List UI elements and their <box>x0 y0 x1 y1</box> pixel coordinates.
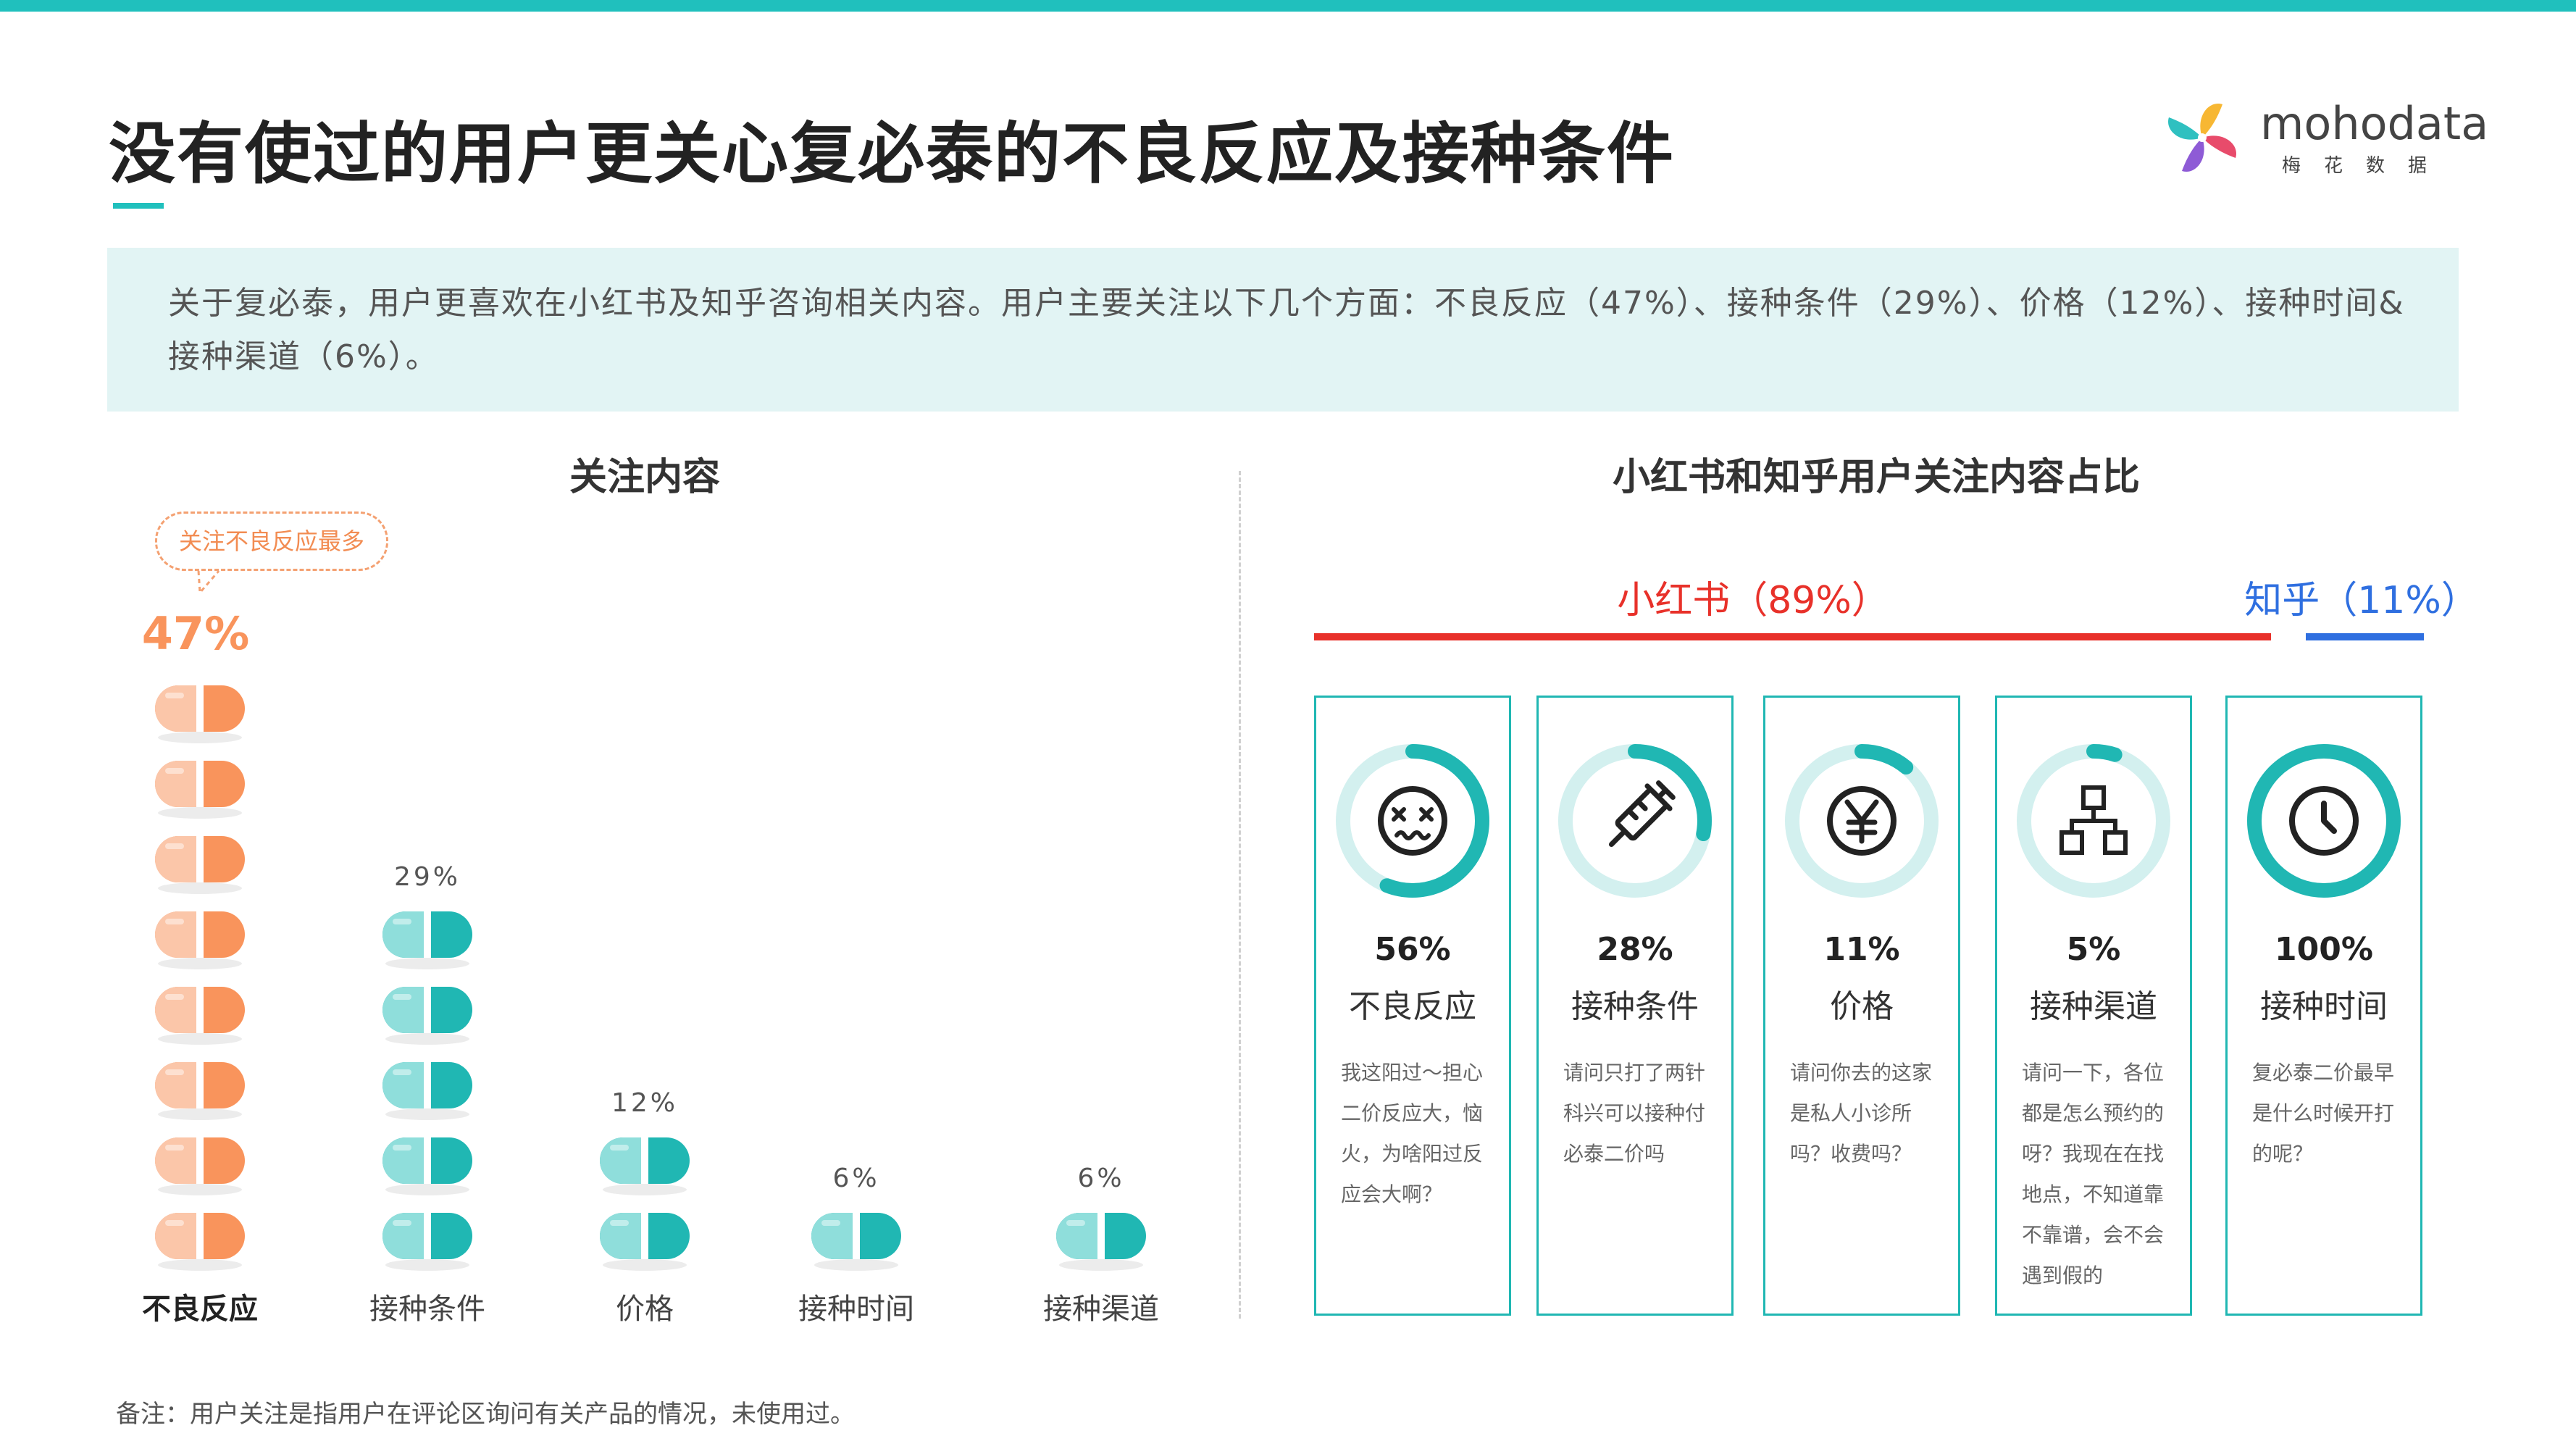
pill-0-5 <box>155 836 245 894</box>
pill-0-6 <box>155 761 245 819</box>
donut-arc-4 <box>2247 744 2401 898</box>
donut-ring-2 <box>1785 744 1939 898</box>
brand-label-xiaohongshu: 小红书（89%） <box>1617 579 1889 622</box>
pill-4-0 <box>1056 1213 1146 1271</box>
right-chart-title: 小红书和知乎用户关注内容占比 <box>1612 456 2141 499</box>
logo-subtitle: 梅花数据 <box>2282 155 2451 177</box>
network-tree-icon <box>2059 785 2128 855</box>
pill-0-0 <box>155 1213 245 1271</box>
card-quote-4: 复必泰二价最早是什么时候开打的呢？ <box>2252 1061 2395 1166</box>
pill-0-2 <box>155 1062 245 1120</box>
logo-wordmark: mohodata <box>2260 97 2489 150</box>
card-percent-0: 56% <box>1374 931 1451 968</box>
category-label-1: 接种条件 <box>369 1293 485 1326</box>
card-quote-1: 请问只打了两针科兴可以接种付必泰二价吗 <box>1563 1061 1706 1166</box>
donut-arc-0 <box>1336 744 1489 898</box>
pill-2-1 <box>600 1137 690 1195</box>
brand-bar-zhihu <box>2305 633 2424 640</box>
concern-card-4: 100% 接种时间复必泰二价最早是什么时候开打的呢？ <box>2225 696 2422 1316</box>
value-label-0: 47% <box>142 607 249 660</box>
pill-1-2 <box>382 1062 472 1120</box>
brand-label-zhihu: 知乎（11%） <box>2244 579 2479 622</box>
donut-arc-2 <box>1785 744 1939 898</box>
card-quote-0: 我这阳过～担心二价反应大，恼火，为啥阳过反应会大啊？ <box>1341 1061 1484 1206</box>
pill-1-3 <box>382 987 472 1045</box>
summary-text: 关于复必泰，用户更喜欢在小红书及知乎咨询相关内容。用户主要关注以下几个方面：不良… <box>168 285 2405 375</box>
card-label-3: 接种渠道 <box>2030 988 2157 1025</box>
concern-card-3: 5% 接种渠道请问一下，各位都是怎么预约的呀？我现在在找地点，不知道靠不靠谱，会不… <box>1995 696 2192 1316</box>
category-label-2: 价格 <box>616 1293 674 1326</box>
title-underline <box>113 203 164 209</box>
pill-3-0 <box>811 1213 901 1271</box>
syringe-icon <box>1608 780 1676 848</box>
card-label-0: 不良反应 <box>1349 988 1476 1025</box>
left-chart-title: 关注内容 <box>569 456 721 499</box>
chart-divider <box>1239 471 1241 1319</box>
top-accent-bar <box>0 0 2576 12</box>
donut-ring-3 <box>2017 744 2170 898</box>
pill-1-1 <box>382 1137 472 1195</box>
attention-pill-chart: 47% 不良反应 29% 接种条件 12% 价格 6% 接种时间 6% 接种渠道 <box>142 607 1159 1326</box>
pill-1-0 <box>382 1213 472 1271</box>
card-label-1: 接种条件 <box>1571 988 1699 1025</box>
pill-0-4 <box>155 911 245 969</box>
brand-bar-xiaohongshu <box>1314 633 2271 640</box>
page-title: 没有使过的用户更关心复必泰的不良反应及接种条件 <box>109 115 1676 193</box>
callout-tail <box>197 570 220 596</box>
pill-0-7 <box>155 685 245 743</box>
pinwheel-logo-icon <box>2168 104 2236 172</box>
donut-ring-1 <box>1558 744 1712 898</box>
pill-0-3 <box>155 987 245 1045</box>
mohodata-logo: mohodata 梅花数据 <box>2159 93 2488 180</box>
pill-0-1 <box>155 1137 245 1195</box>
card-percent-3: 5% <box>2066 931 2121 968</box>
card-quote-2: 请问你去的这家是私人小诊所吗？收费吗？ <box>1790 1061 1933 1166</box>
annotation-text: 关注不良反应最多 <box>178 527 364 555</box>
donut-ring-4 <box>2247 744 2401 898</box>
concern-card-0: 56% 不良反应我这阳过～担心二价反应大，恼火，为啥阳过反应会大啊？ <box>1314 696 1511 1316</box>
donut-arc-3 <box>2017 744 2170 898</box>
pill-2-0 <box>600 1213 690 1271</box>
yuan-coin-icon <box>1827 786 1897 856</box>
category-label-4: 接种渠道 <box>1043 1293 1159 1326</box>
card-percent-4: 100% <box>2275 931 2373 968</box>
value-label-1: 29% <box>394 862 461 892</box>
donut-arc-1 <box>1558 744 1712 898</box>
category-label-0: 不良反应 <box>142 1293 258 1326</box>
dizzy-face-icon <box>1378 786 1447 856</box>
annotation-callout: 关注不良反应最多 <box>155 511 388 571</box>
concern-card-2: 11% 价格请问你去的这家是私人小诊所吗？收费吗？ <box>1763 696 1960 1316</box>
donut-ring-0 <box>1336 744 1489 898</box>
value-label-3: 6% <box>832 1164 879 1193</box>
clock-icon <box>2289 786 2359 856</box>
concern-card-1: 28% 接种条件请问只打了两针科兴可以接种付必泰二价吗 <box>1536 696 1734 1316</box>
value-label-4: 6% <box>1077 1164 1124 1193</box>
card-label-4: 接种时间 <box>2260 988 2388 1025</box>
card-percent-2: 11% <box>1823 931 1900 968</box>
card-quote-3: 请问一下，各位都是怎么预约的呀？我现在在找地点，不知道靠不靠谱，会不会遇到假的 <box>2022 1061 2165 1287</box>
footnote: 备注：用户关注是指用户在评论区询问有关产品的情况，未使用过。 <box>116 1400 855 1429</box>
card-percent-1: 28% <box>1597 931 1673 968</box>
category-label-3: 接种时间 <box>798 1293 914 1326</box>
card-label-2: 价格 <box>1830 988 1894 1025</box>
pill-1-4 <box>382 911 472 969</box>
value-label-2: 12% <box>611 1088 678 1118</box>
summary-box: 关于复必泰，用户更喜欢在小红书及知乎咨询相关内容。用户主要关注以下几个方面：不良… <box>107 248 2459 412</box>
